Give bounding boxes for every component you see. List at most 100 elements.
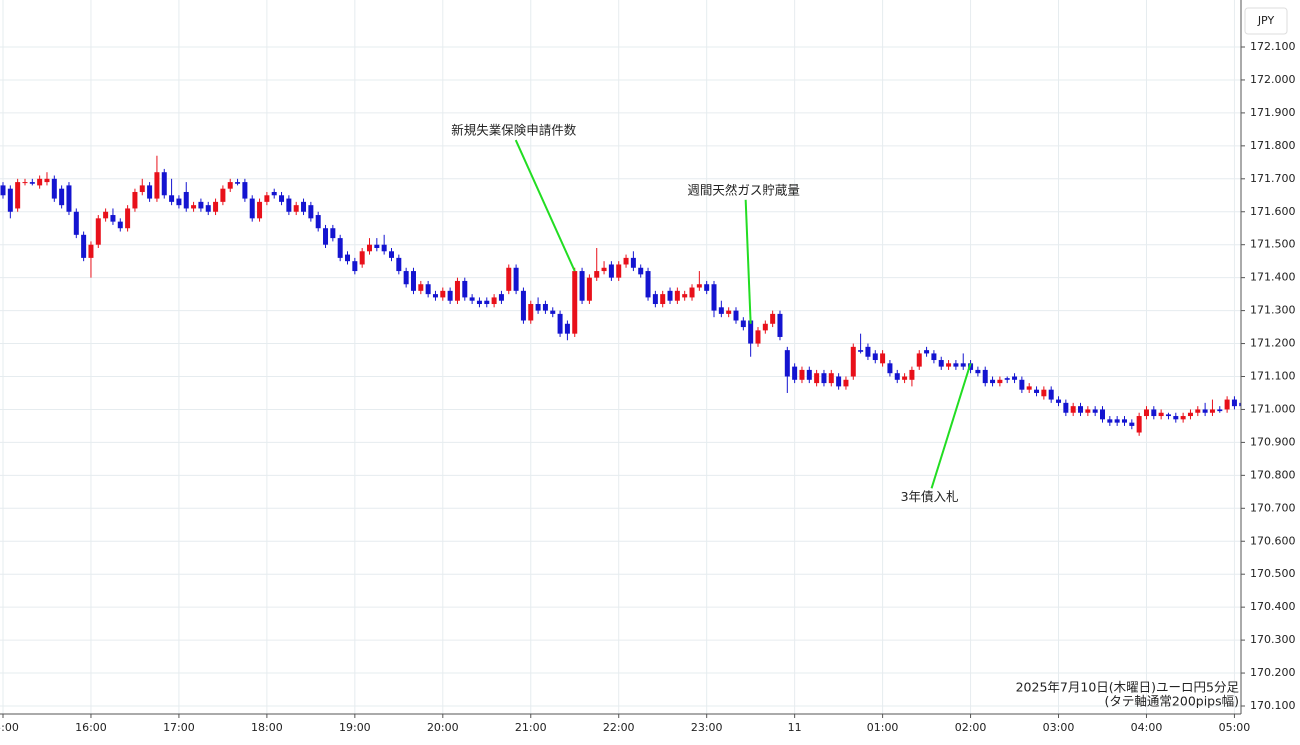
candle-body xyxy=(682,294,688,298)
candle-body xyxy=(381,244,387,252)
y-tick-label: 170.900 xyxy=(1250,435,1296,448)
candle-body xyxy=(1063,402,1069,413)
candle-body xyxy=(110,215,116,222)
candle-body xyxy=(227,182,233,189)
candle-body xyxy=(29,182,35,184)
candle-body xyxy=(1202,409,1208,413)
candle-body xyxy=(689,287,695,298)
candle-body xyxy=(894,373,900,380)
candle-body xyxy=(799,369,805,380)
candle-body xyxy=(374,244,380,248)
candle-body xyxy=(1231,399,1237,407)
candle-body xyxy=(740,320,746,328)
candle-body xyxy=(345,254,351,262)
grid xyxy=(0,0,1241,714)
candle-body xyxy=(520,290,526,321)
candle-body xyxy=(1070,406,1076,413)
x-tick-label: 17:00 xyxy=(163,721,195,734)
candle-body xyxy=(990,379,996,384)
y-tick-label: 172.000 xyxy=(1250,73,1296,86)
candle-body xyxy=(564,323,570,334)
unit-label: JPY xyxy=(1257,14,1275,27)
candle-body xyxy=(542,304,548,311)
candle-body xyxy=(22,182,28,184)
candle-body xyxy=(1012,376,1018,380)
candle-body xyxy=(1121,419,1127,423)
y-tick-label: 170.200 xyxy=(1250,666,1296,679)
candle-body xyxy=(1048,389,1054,400)
candle-body xyxy=(176,198,182,206)
candle-body xyxy=(498,294,504,301)
annotation-line xyxy=(514,139,576,272)
x-tick-label: 11 xyxy=(788,721,802,734)
candle-body xyxy=(843,379,849,387)
candle-body xyxy=(711,284,717,311)
candle-body xyxy=(51,178,57,199)
candle-body xyxy=(44,178,50,183)
candle-body xyxy=(821,373,827,384)
candle-body xyxy=(792,366,798,380)
candle-body xyxy=(396,257,402,272)
unit-box xyxy=(1244,7,1288,35)
candle-body xyxy=(81,234,87,258)
caption: 2025年7月10日(木曜日)ユーロ円5分足 xyxy=(1016,680,1240,695)
annotation-label: 週間天然ガス貯蔵量 xyxy=(687,182,800,197)
candle-body xyxy=(198,201,204,209)
candle-body xyxy=(293,205,299,212)
candle-body xyxy=(982,369,988,384)
candle-body xyxy=(147,185,153,199)
candle-body xyxy=(454,280,460,301)
candle-body xyxy=(213,201,219,212)
candle-body xyxy=(169,195,175,202)
x-tick-label: 18:00 xyxy=(251,721,283,734)
candle-body xyxy=(301,201,307,212)
candle-body xyxy=(850,346,856,377)
candle-body xyxy=(337,238,343,258)
candle-body xyxy=(586,277,592,301)
candle-body xyxy=(125,208,131,229)
candle-body xyxy=(183,191,189,209)
y-tick-label: 170.100 xyxy=(1250,699,1296,712)
candle-body xyxy=(1173,416,1179,420)
candle-body xyxy=(916,353,922,367)
candle-body xyxy=(748,320,754,344)
candle-body xyxy=(440,290,446,298)
candle-body xyxy=(367,244,372,252)
candle-body xyxy=(733,310,739,321)
candle-body xyxy=(264,195,270,202)
candle-body xyxy=(755,330,761,344)
candle-body xyxy=(1187,412,1193,417)
y-tick-label: 171.700 xyxy=(1250,172,1296,185)
candle-body xyxy=(535,304,541,311)
candle-body xyxy=(880,353,886,364)
candle-body xyxy=(645,271,651,298)
candle-body xyxy=(938,360,944,367)
candle-body xyxy=(154,172,160,199)
candle-body xyxy=(37,178,43,186)
caption: (タテ軸通常200pips幅) xyxy=(1105,694,1239,709)
candle-body xyxy=(257,201,263,219)
candle-body xyxy=(667,290,673,301)
candle-body xyxy=(872,353,878,361)
x-tick-label: 15:00 xyxy=(0,721,19,734)
candle-body xyxy=(630,257,636,268)
candle-body xyxy=(425,284,431,295)
candle-body xyxy=(491,297,497,305)
candle-body xyxy=(1209,409,1215,413)
candle-body xyxy=(476,300,482,305)
candle-body xyxy=(931,353,937,361)
y-tick-label: 170.500 xyxy=(1250,567,1296,580)
candle-body xyxy=(777,313,783,337)
candle-body xyxy=(139,185,145,192)
x-tick-label: 16:00 xyxy=(75,721,107,734)
candle-body xyxy=(579,271,585,301)
x-tick-label: 04:00 xyxy=(1131,721,1163,734)
candle-body xyxy=(73,211,79,235)
candle-body xyxy=(1180,416,1186,420)
candle-body xyxy=(1158,412,1164,417)
candle-body xyxy=(960,363,966,367)
candle-body xyxy=(462,280,468,298)
candle-body xyxy=(1239,402,1241,407)
candle-body xyxy=(660,294,666,305)
